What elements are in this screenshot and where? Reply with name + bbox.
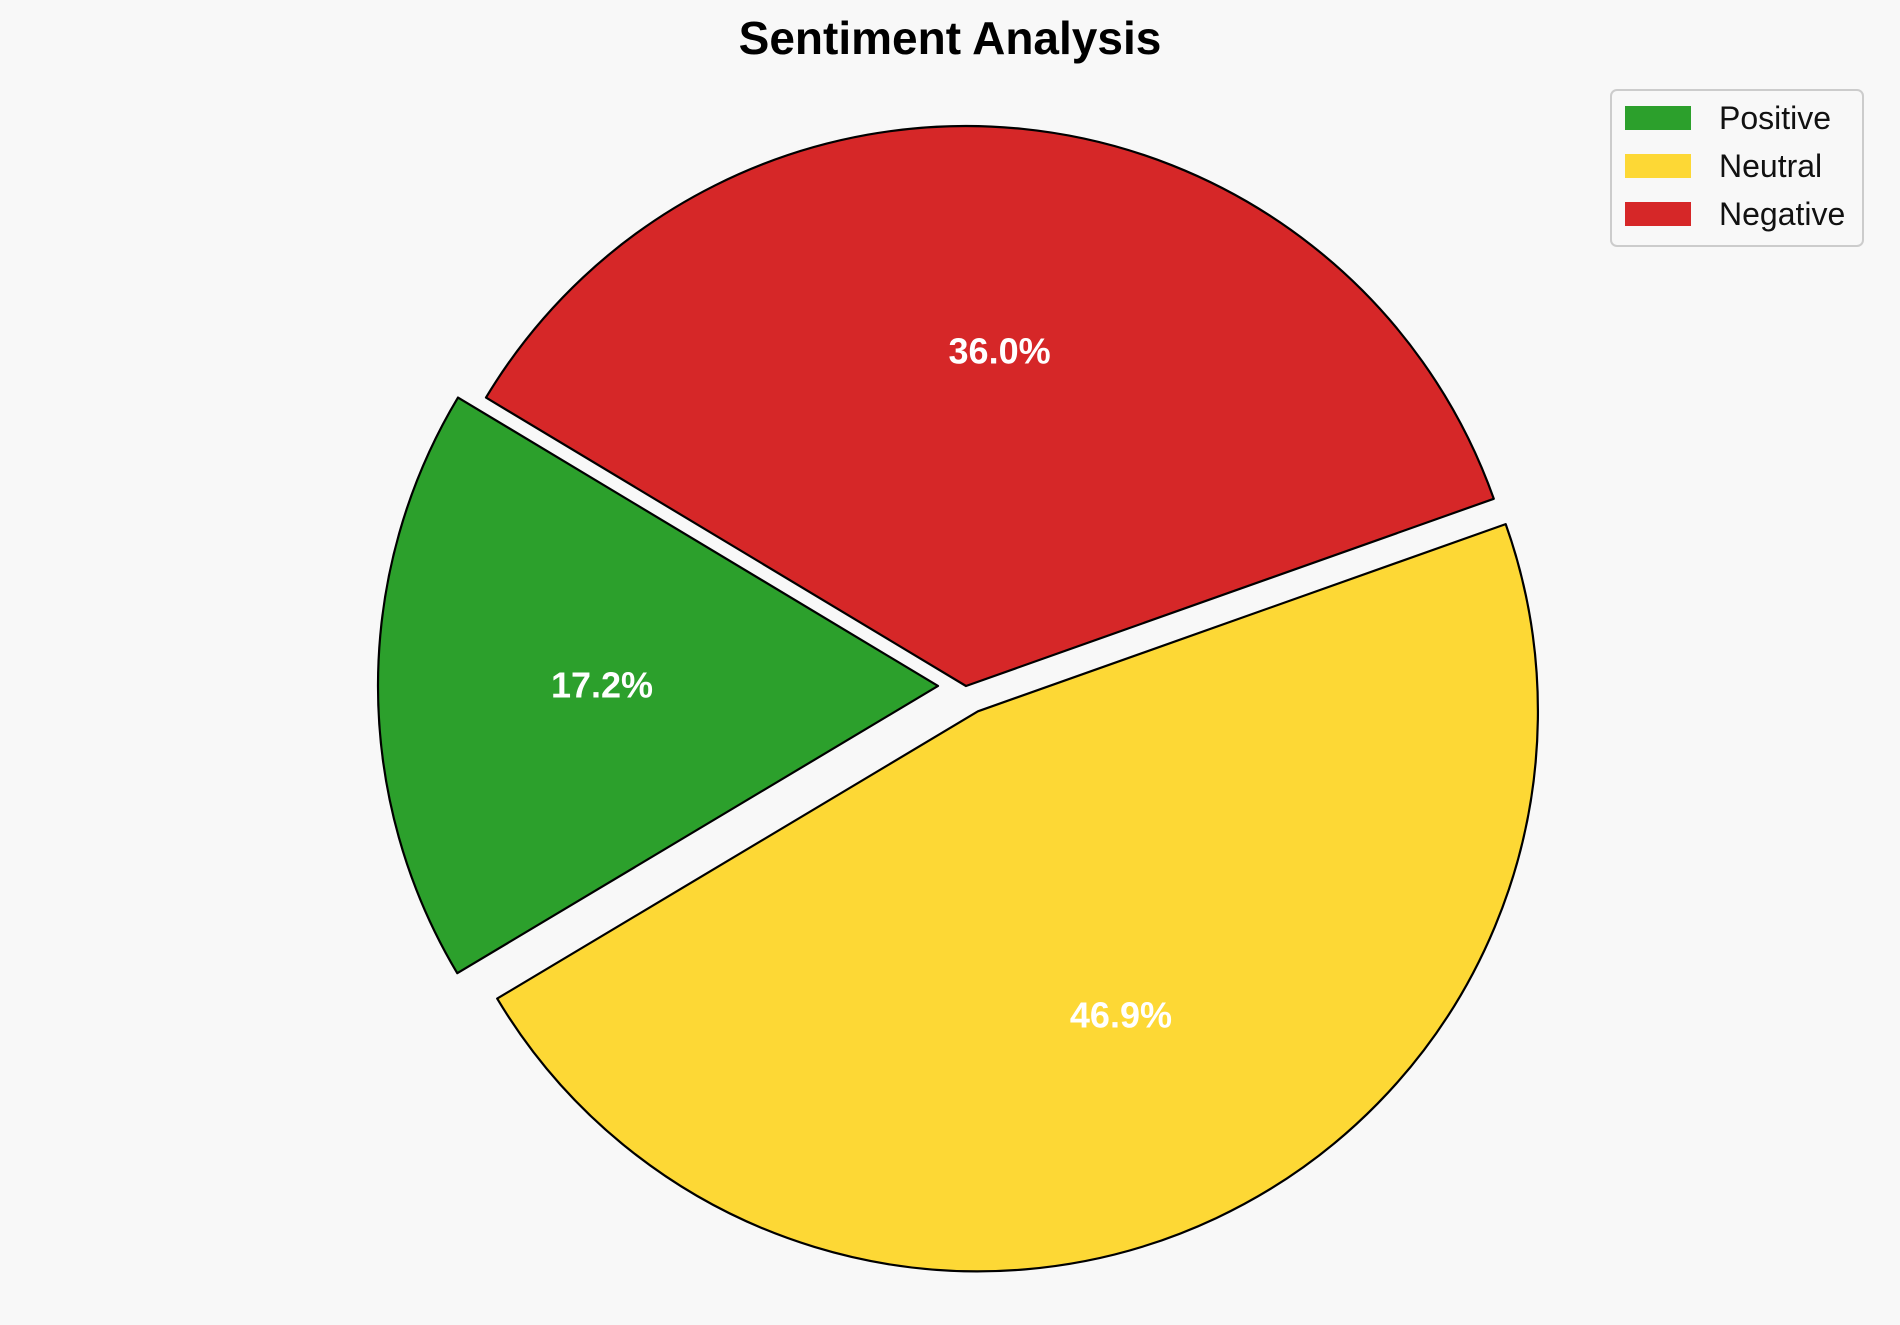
slice-label-positive: 17.2% — [551, 665, 653, 706]
legend: Positive Neutral Negative — [1610, 89, 1864, 247]
pie-labels: 17.2% 46.9% 36.0% — [551, 331, 1172, 1036]
pie-slice-positive — [376, 396, 940, 975]
legend-label-positive: Positive — [1719, 100, 1831, 136]
legend-swatch-negative — [1625, 202, 1691, 226]
chart-title: Sentiment Analysis — [739, 12, 1162, 64]
pie-slices — [376, 124, 1539, 1273]
legend-label-neutral: Neutral — [1719, 148, 1822, 184]
legend-swatch-positive — [1625, 106, 1691, 130]
legend-label-negative: Negative — [1719, 196, 1845, 232]
slice-label-negative: 36.0% — [949, 331, 1051, 372]
pie-slice-negative — [484, 124, 1495, 688]
legend-swatch-neutral — [1625, 154, 1691, 178]
slice-label-neutral: 46.9% — [1070, 994, 1172, 1035]
pie-slice-neutral — [496, 523, 1539, 1273]
